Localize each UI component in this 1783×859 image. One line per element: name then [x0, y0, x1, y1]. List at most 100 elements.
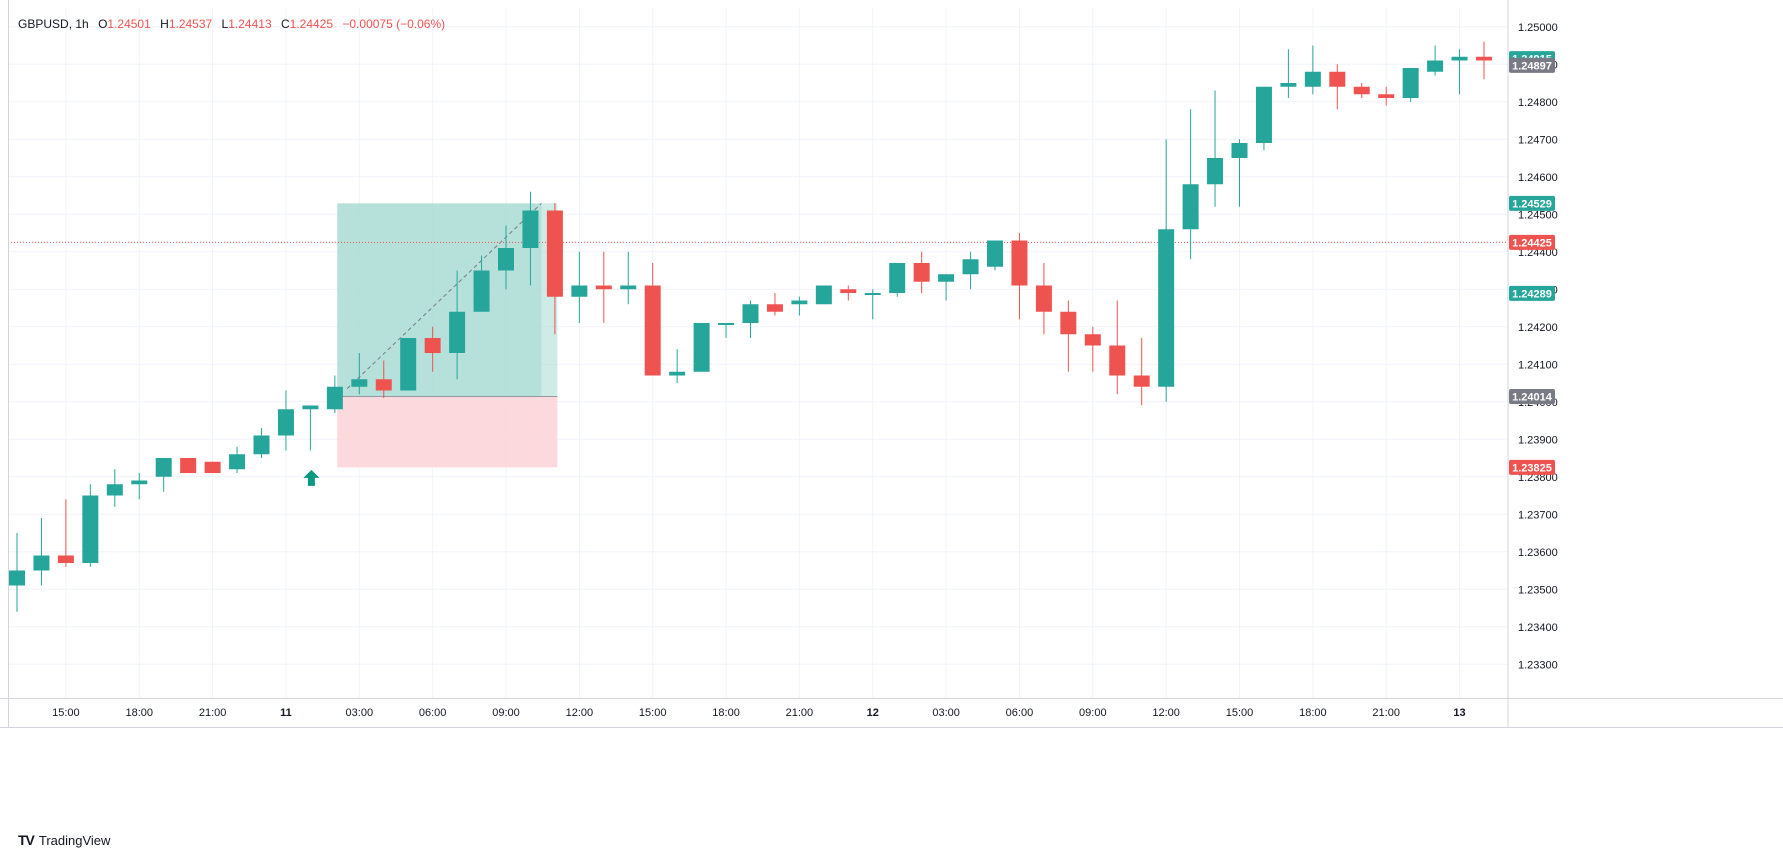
trade-path-line [346, 203, 542, 389]
candle-body [1476, 56, 1492, 61]
price-tag-label: 1.24014 [1512, 392, 1553, 404]
candle-down [1109, 300, 1126, 395]
candle-body [644, 285, 661, 376]
candles [9, 41, 1492, 612]
price-tag: 1.23825 [1509, 459, 1555, 475]
candle-body [1304, 71, 1321, 87]
candle-body [620, 285, 637, 290]
grid-lines [8, 8, 1508, 698]
loss-zone [337, 396, 558, 468]
candle-down [595, 251, 612, 323]
profit-zone-filled [337, 203, 542, 397]
candle-body [424, 338, 441, 353]
price-tag-box [1509, 389, 1555, 404]
candle-up [620, 251, 637, 305]
candle-up [864, 289, 881, 320]
price-tag-label: 1.24425 [1512, 237, 1552, 249]
brand-footer[interactable]: TV TradingView [18, 832, 110, 848]
candle-body [1353, 86, 1370, 95]
candle-down [766, 293, 783, 316]
candle-up [498, 225, 514, 290]
x-tick-label: 09:00 [1079, 707, 1107, 719]
candle-up [326, 375, 343, 413]
time-axis[interactable]: 15:00 18:00 21:00 11 03:00 06:00 09:00 12:00 15:… [0, 0, 1783, 728]
candle-body [693, 323, 710, 372]
candle-down [1133, 338, 1150, 406]
x-tick-label: 15:00 [1226, 707, 1254, 719]
close-label: C [280, 17, 290, 31]
price-tag-label: 1.24289 [1512, 288, 1552, 300]
candle-body [742, 304, 759, 323]
candle-body [498, 248, 514, 271]
x-tick-label: 06:00 [419, 707, 447, 719]
candle-body [1231, 143, 1248, 158]
x-tick-label: 03:00 [346, 707, 374, 719]
candle-body [1084, 334, 1101, 346]
candle-down [1329, 64, 1346, 110]
candle-body [1060, 311, 1077, 335]
candle-up [1231, 139, 1248, 207]
markers [303, 469, 320, 486]
candle-body [815, 285, 832, 305]
candle-body [571, 285, 588, 297]
candle-body [9, 570, 25, 586]
interval[interactable]: 1h [75, 17, 89, 31]
y-tick-label: 1.24500 [1518, 209, 1558, 221]
candle-body [669, 371, 686, 376]
candle-body [1378, 94, 1395, 98]
candle-up [106, 469, 123, 507]
tradingview-logo-icon: TV [18, 832, 35, 848]
candle-down [840, 285, 857, 301]
arrow-up-icon [303, 469, 320, 486]
candle-body [302, 405, 319, 410]
price-tag-box [1509, 195, 1555, 211]
candle-body [326, 386, 343, 410]
price-axis[interactable]: 1.23300 1.23400 1.23500 1.23600 1.23700 1.238… [1507, 0, 1558, 727]
x-tick-label: 12:00 [566, 707, 594, 719]
candle-up [33, 518, 50, 586]
candle-body [33, 555, 50, 571]
candle-body [546, 210, 563, 297]
x-tick-label: 21:00 [786, 707, 814, 719]
price-tag: 1.24425 [1509, 234, 1555, 250]
candle-down [644, 263, 661, 376]
y-tick-label: 1.25000 [1518, 22, 1558, 34]
y-tick-label: 1.24800 [1518, 97, 1558, 109]
candle-up [987, 240, 1003, 271]
candle-body [864, 293, 881, 295]
candle-body [1280, 83, 1297, 87]
candle-body [253, 435, 270, 455]
candle-body [1158, 229, 1175, 387]
symbol-name[interactable]: GBPUSD [18, 17, 69, 31]
candle-down [913, 251, 930, 293]
low-label: L [221, 17, 229, 31]
x-tick-label: 03:00 [932, 707, 960, 719]
candle-body [522, 210, 539, 248]
candle-down [1035, 263, 1052, 335]
y-tick-label: 1.23700 [1518, 509, 1558, 521]
candle-body [938, 274, 955, 282]
candle-body [889, 263, 906, 293]
x-tick-label: 12 [867, 707, 879, 719]
price-tag-box [1509, 57, 1555, 73]
candle-body [1207, 158, 1224, 185]
high-label: H [160, 17, 169, 31]
candle-up [1182, 109, 1199, 260]
long-position-tool[interactable] [8, 203, 1508, 468]
candle-up [9, 533, 25, 612]
x-tick-label: 11 [280, 707, 292, 719]
candle-body [791, 300, 808, 305]
price-tag: 1.24289 [1509, 285, 1555, 301]
x-tick-label: 21:00 [1372, 707, 1400, 719]
y-tick-label: 1.24600 [1518, 172, 1558, 184]
x-tick-label: 15:00 [52, 707, 80, 719]
candle-up [351, 353, 368, 395]
candle-up [229, 446, 246, 473]
y-tick-label: 1.23300 [1518, 659, 1558, 671]
change-value: −0.00075 (−0.06%) [342, 17, 446, 31]
candle-body [987, 240, 1003, 267]
candle-body [131, 480, 148, 485]
candle-up [815, 285, 832, 305]
candle-up [400, 338, 417, 391]
